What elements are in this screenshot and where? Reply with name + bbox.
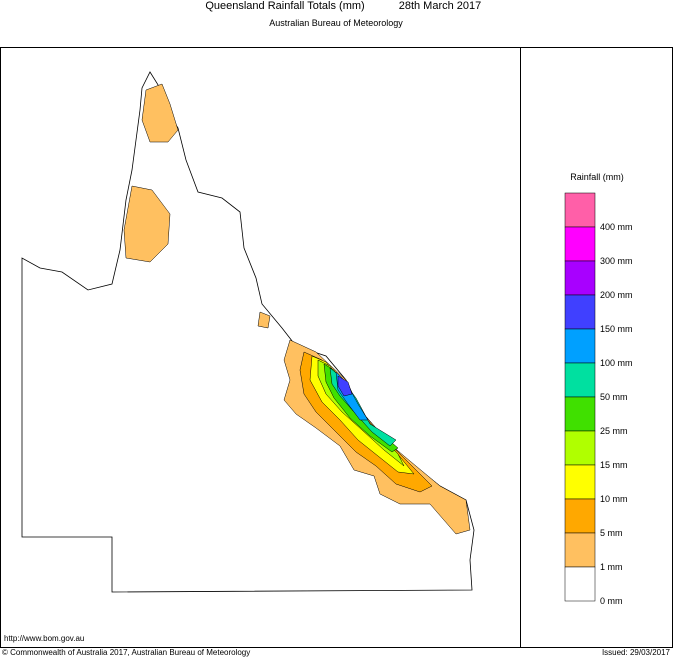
legend-label: 5 mm — [600, 528, 623, 538]
title: Queensland Rainfall Totals (mm) — [205, 0, 364, 12]
subtitle: Australian Bureau of Meteorology — [269, 18, 403, 28]
legend-swatch — [564, 192, 596, 228]
legend-swatch — [564, 430, 596, 466]
legend-swatch — [564, 226, 596, 262]
footer-url: http://www.bom.gov.au — [4, 634, 84, 643]
legend-label: 10 mm — [600, 494, 628, 504]
footer-copyright: © Commonwealth of Australia 2017, Austra… — [2, 648, 250, 657]
legend-label: 400 mm — [600, 222, 633, 232]
rain-area — [123, 185, 171, 263]
legend: 400 mm 300 mm 200 mm 150 mm 100 mm 50 mm 25 mm… — [564, 192, 633, 606]
legend-swatch — [564, 498, 596, 534]
map — [21, 71, 475, 593]
legend-swatch — [564, 566, 596, 602]
legend-swatch — [564, 328, 596, 364]
rain-area — [141, 83, 179, 143]
legend-label: 15 mm — [600, 460, 628, 470]
legend-swatch — [564, 362, 596, 398]
legend-swatch — [564, 260, 596, 296]
rain-area — [337, 375, 353, 397]
legend-label: 100 mm — [600, 358, 633, 368]
legend-swatch — [564, 294, 596, 330]
footer-issued: Issued: 29/03/2017 — [602, 648, 671, 657]
state-outline — [21, 71, 475, 593]
legend-label: 25 mm — [600, 426, 628, 436]
legend-label: 300 mm — [600, 256, 633, 266]
legend-label: 200 mm — [600, 290, 633, 300]
rain-area — [257, 311, 271, 329]
legend-label: 1 mm — [600, 562, 623, 572]
legend-label: 50 mm — [600, 392, 628, 402]
frame — [0, 47, 673, 648]
legend-swatch — [564, 396, 596, 432]
legend-label: 0 mm — [600, 596, 623, 606]
legend-title: Rainfall (mm) — [570, 172, 624, 182]
legend-swatch — [564, 532, 596, 568]
legend-swatch — [564, 464, 596, 500]
legend-label: 150 mm — [600, 324, 633, 334]
date: 28th March 2017 — [399, 0, 482, 12]
